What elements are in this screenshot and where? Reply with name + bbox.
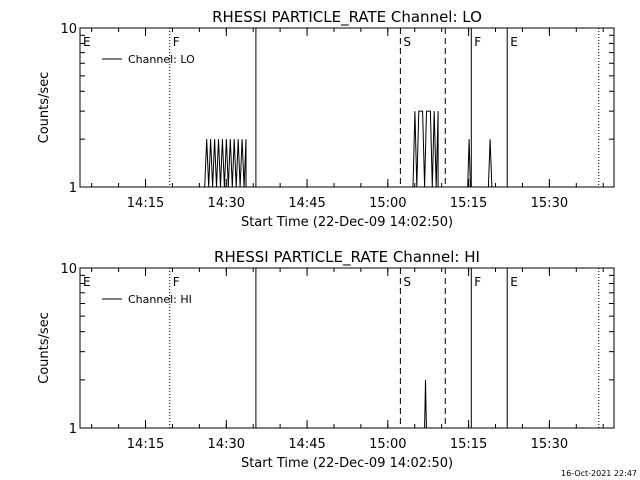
chart-title: RHESSI PARTICLE_RATE Channel: HI: [214, 248, 480, 267]
plot-frame: [79, 27, 615, 188]
y-tick-label: 10: [60, 22, 77, 37]
event-marker-label: E: [83, 35, 91, 49]
event-marker-label: E: [83, 275, 91, 289]
x-tick-label: 15:00: [369, 196, 406, 211]
event-marker-label: F: [173, 35, 180, 49]
x-tick-label: 15:30: [531, 196, 568, 211]
chart-panel-hi: RHESSI PARTICLE_RATE Channel: HI Counts/s…: [37, 248, 615, 471]
y-axis-label: Counts/sec: [37, 312, 52, 384]
x-tick-label: 14:45: [288, 437, 325, 452]
data-series-burst: [412, 110, 439, 188]
x-tick-label: 14:45: [288, 196, 325, 211]
event-marker-label: F: [173, 275, 180, 289]
event-marker-label: E: [510, 35, 518, 49]
data-series-burst: [467, 139, 471, 188]
x-axis-label: Start Time (22-Dec-09 14:02:50): [241, 456, 453, 471]
data-series-burst: [424, 379, 427, 429]
x-tick-label: 15:00: [369, 437, 406, 452]
x-tick-label: 14:30: [208, 437, 245, 452]
event-marker-label: S: [403, 35, 411, 49]
y-axis-label: Counts/sec: [37, 72, 52, 144]
y-tick-label: 1: [69, 422, 77, 437]
x-tick-label: 14:30: [208, 196, 245, 211]
chart-title: RHESSI PARTICLE_RATE Channel: LO: [212, 8, 482, 27]
event-marker-label: F: [474, 275, 481, 289]
y-tick-label: 1: [69, 181, 77, 196]
event-marker-label: F: [474, 35, 481, 49]
data-series-burst: [487, 139, 493, 188]
x-tick-label: 15:30: [531, 437, 568, 452]
x-axis-label: Start Time (22-Dec-09 14:02:50): [241, 215, 453, 230]
legend-label: Channel: HI: [128, 293, 192, 306]
x-tick-label: 15:15: [450, 437, 487, 452]
event-marker-label: S: [403, 275, 411, 289]
event-marker-label: E: [510, 275, 518, 289]
chart-panel-lo: RHESSI PARTICLE_RATE Channel: LO Counts/s…: [37, 8, 615, 230]
data-series-burst: [204, 139, 247, 188]
x-tick-label: 14:15: [127, 437, 164, 452]
y-tick-label: 10: [60, 262, 77, 277]
legend-label: Channel: LO: [128, 53, 195, 66]
plot-timestamp: 16-Oct-2021 22:47: [561, 469, 637, 478]
x-tick-label: 15:15: [450, 196, 487, 211]
x-tick-label: 14:15: [127, 196, 164, 211]
plot-frame: [79, 267, 615, 429]
